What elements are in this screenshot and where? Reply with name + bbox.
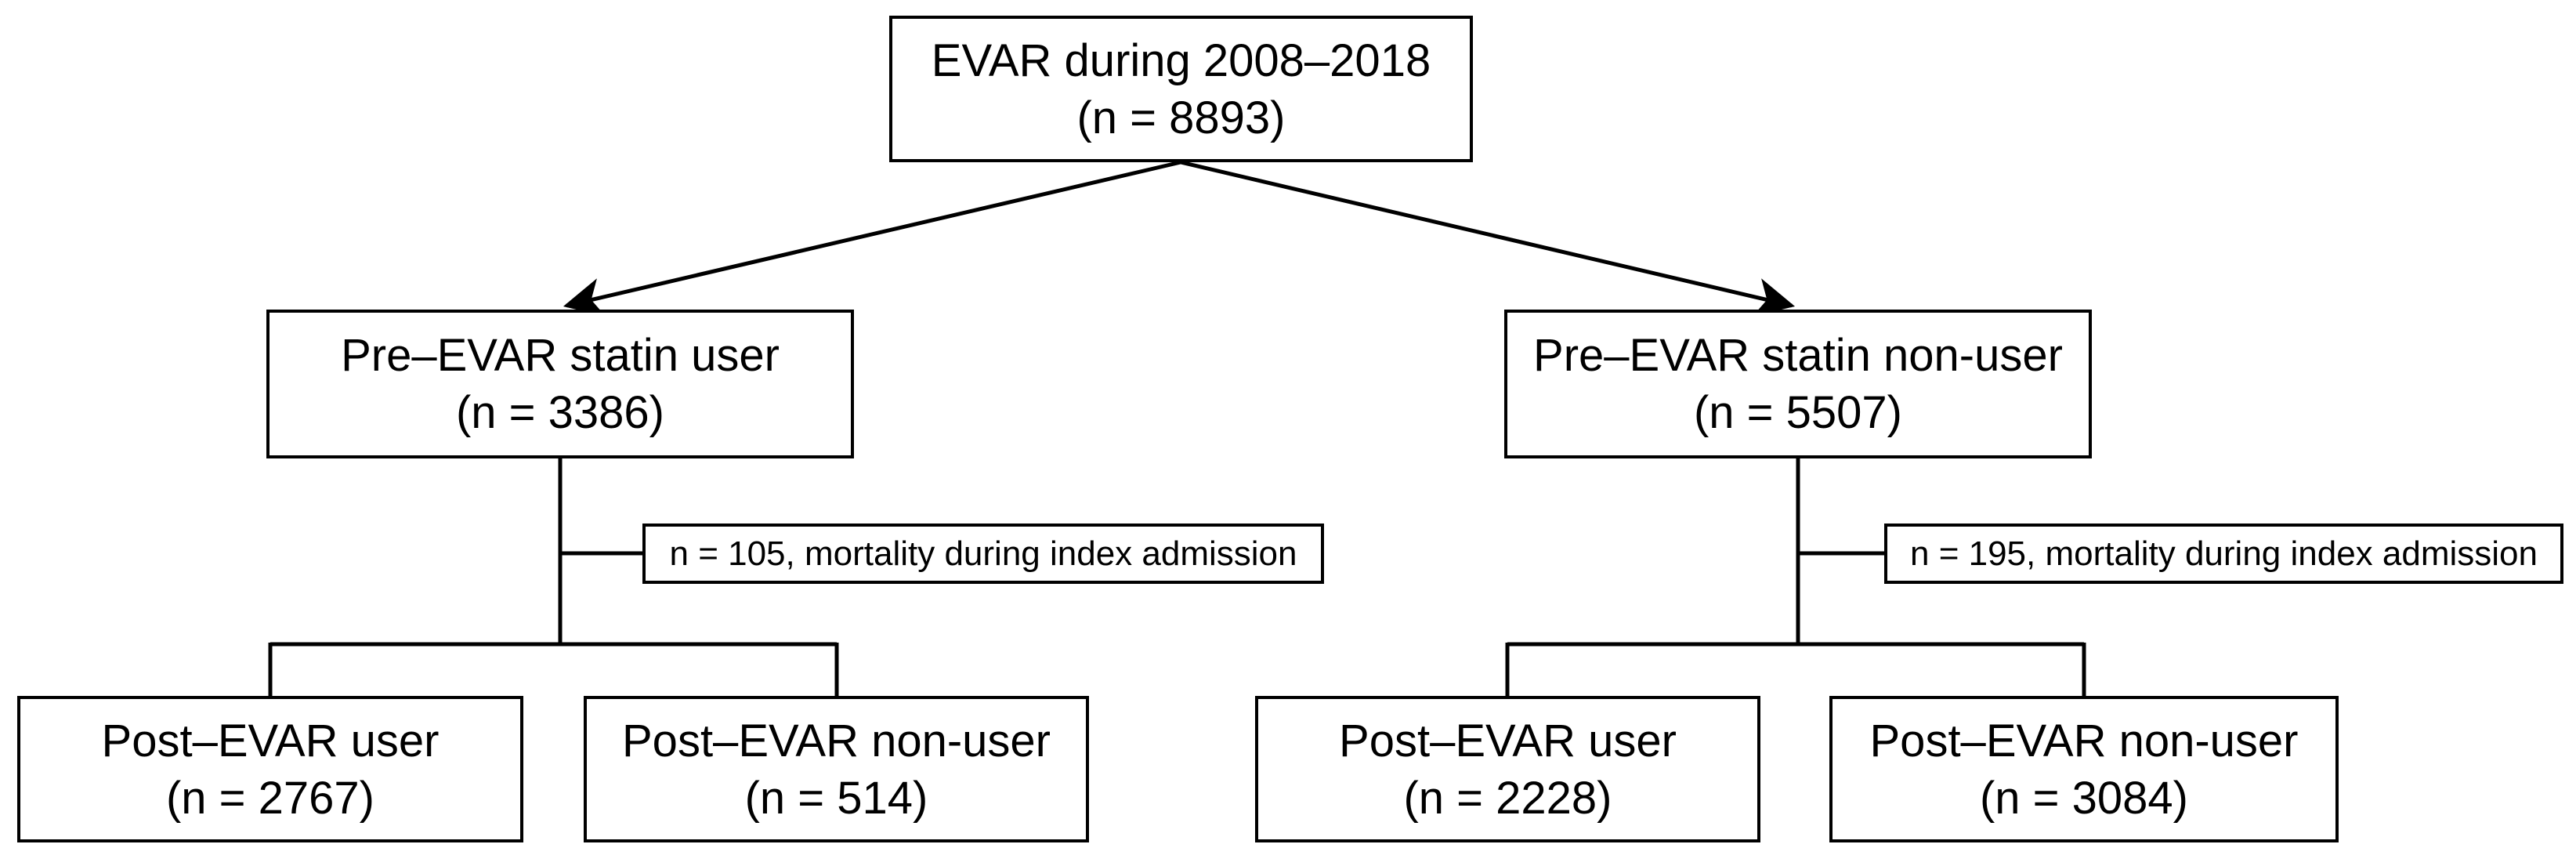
node-post-evar-user-of-statin-nonusers-count: (n = 2228) [1403, 772, 1612, 824]
node-mortality-statin-user: n = 105, mortality during index admissio… [642, 524, 1324, 584]
node-pre-evar-statin-user-label: Pre–EVAR statin user [341, 330, 780, 381]
node-pre-evar-statin-nonuser: Pre–EVAR statin non-user (n = 5507) [1504, 310, 2092, 458]
node-post-evar-user-of-statin-users-label: Post–EVAR user [101, 715, 440, 766]
edge-root-to-pre-user [563, 160, 1181, 317]
node-pre-evar-statin-user: Pre–EVAR statin user (n = 3386) [266, 310, 854, 458]
node-evar-total-count: (n = 8893) [1076, 92, 1286, 143]
node-evar-total-label: EVAR during 2008–2018 [931, 34, 1431, 86]
node-post-evar-nonuser-of-statin-users: Post–EVAR non-user (n = 514) [584, 696, 1089, 842]
node-post-evar-nonuser-of-statin-users-count: (n = 514) [744, 772, 928, 824]
node-post-evar-nonuser-of-statin-nonusers: Post–EVAR non-user (n = 3084) [1829, 696, 2339, 842]
node-post-evar-nonuser-of-statin-nonusers-count: (n = 3084) [1979, 772, 2188, 824]
node-post-evar-user-of-statin-users: Post–EVAR user (n = 2767) [17, 696, 523, 842]
node-pre-evar-statin-nonuser-count: (n = 5507) [1693, 387, 1902, 438]
node-mortality-statin-user-label: n = 105, mortality during index admissio… [669, 534, 1297, 573]
edge-root-to-pre-nonuser [1180, 160, 1796, 317]
node-mortality-statin-nonuser-label: n = 195, mortality during index admissio… [1910, 534, 2538, 573]
node-pre-evar-statin-user-count: (n = 3386) [455, 387, 664, 438]
node-post-evar-user-of-statin-nonusers: Post–EVAR user (n = 2228) [1255, 696, 1760, 842]
node-evar-total: EVAR during 2008–2018 (n = 8893) [889, 16, 1473, 162]
node-mortality-statin-nonuser: n = 195, mortality during index admissio… [1884, 524, 2563, 584]
node-post-evar-nonuser-of-statin-users-label: Post–EVAR non-user [622, 715, 1051, 766]
node-post-evar-user-of-statin-users-count: (n = 2767) [165, 772, 374, 824]
node-pre-evar-statin-nonuser-label: Pre–EVAR statin non-user [1533, 330, 2063, 381]
node-post-evar-nonuser-of-statin-nonusers-label: Post–EVAR non-user [1869, 715, 2299, 766]
node-post-evar-user-of-statin-nonusers-label: Post–EVAR user [1339, 715, 1677, 766]
